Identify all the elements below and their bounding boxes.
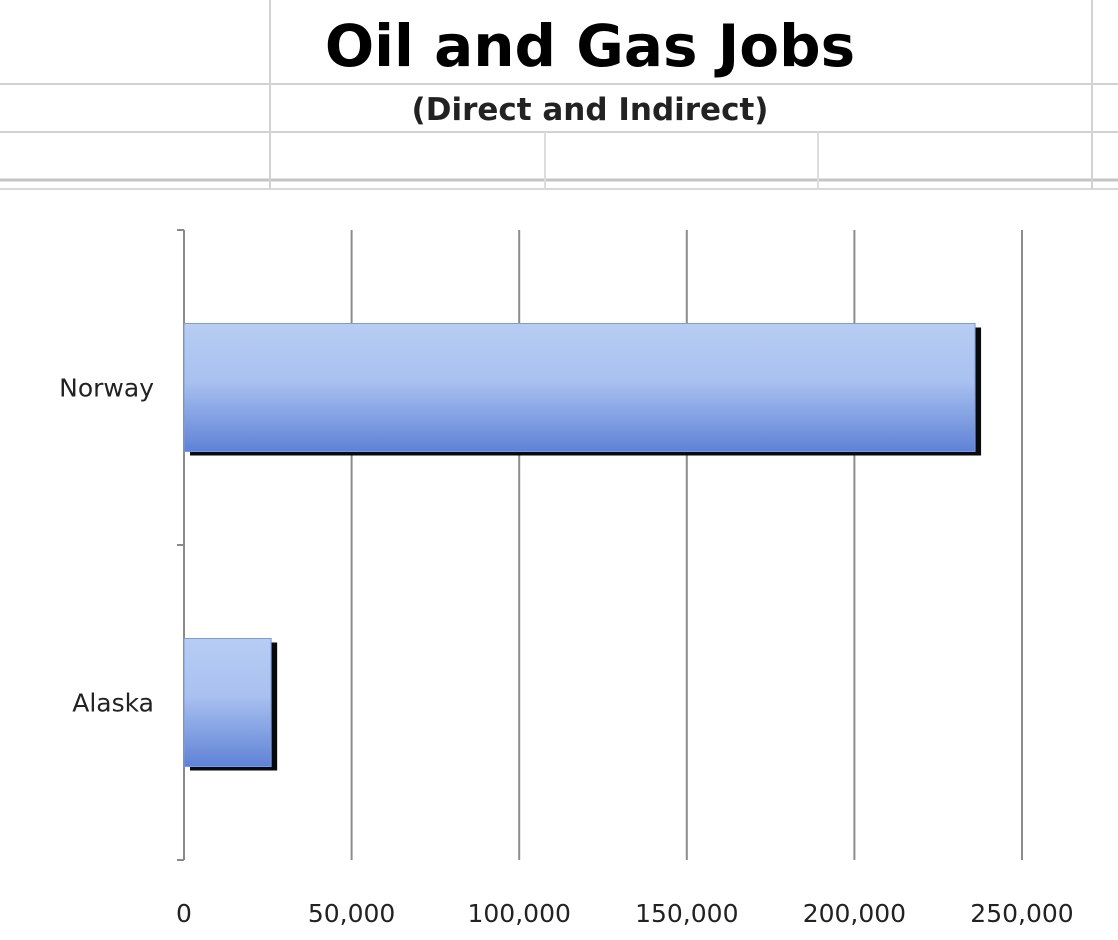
x-tick-label: 100,000 (468, 899, 571, 928)
category-labels: Norway Alaska (59, 374, 154, 718)
x-tick-label: 250,000 (970, 899, 1073, 928)
bar-norway (183, 323, 976, 452)
bar-series (183, 323, 982, 771)
chart-title: Oil and Gas Jobs (324, 12, 856, 80)
spreadsheet-gridlines (0, 0, 1118, 190)
category-axis (177, 229, 185, 861)
x-tick-labels: 0 50,000 100,000 150,000 200,000 250,000 (176, 899, 1074, 928)
category-label: Norway (59, 374, 154, 403)
x-tick-label: 200,000 (803, 899, 906, 928)
category-label: Alaska (72, 689, 154, 718)
bar-alaska (183, 638, 272, 767)
x-tick-label: 50,000 (308, 899, 395, 928)
chart-subtitle: (Direct and Indirect) (411, 92, 769, 128)
bar-chart: 0 50,000 100,000 150,000 200,000 250,000 Norw… (59, 229, 1074, 928)
x-tick-label: 0 (176, 899, 192, 928)
x-tick-label: 150,000 (635, 899, 738, 928)
